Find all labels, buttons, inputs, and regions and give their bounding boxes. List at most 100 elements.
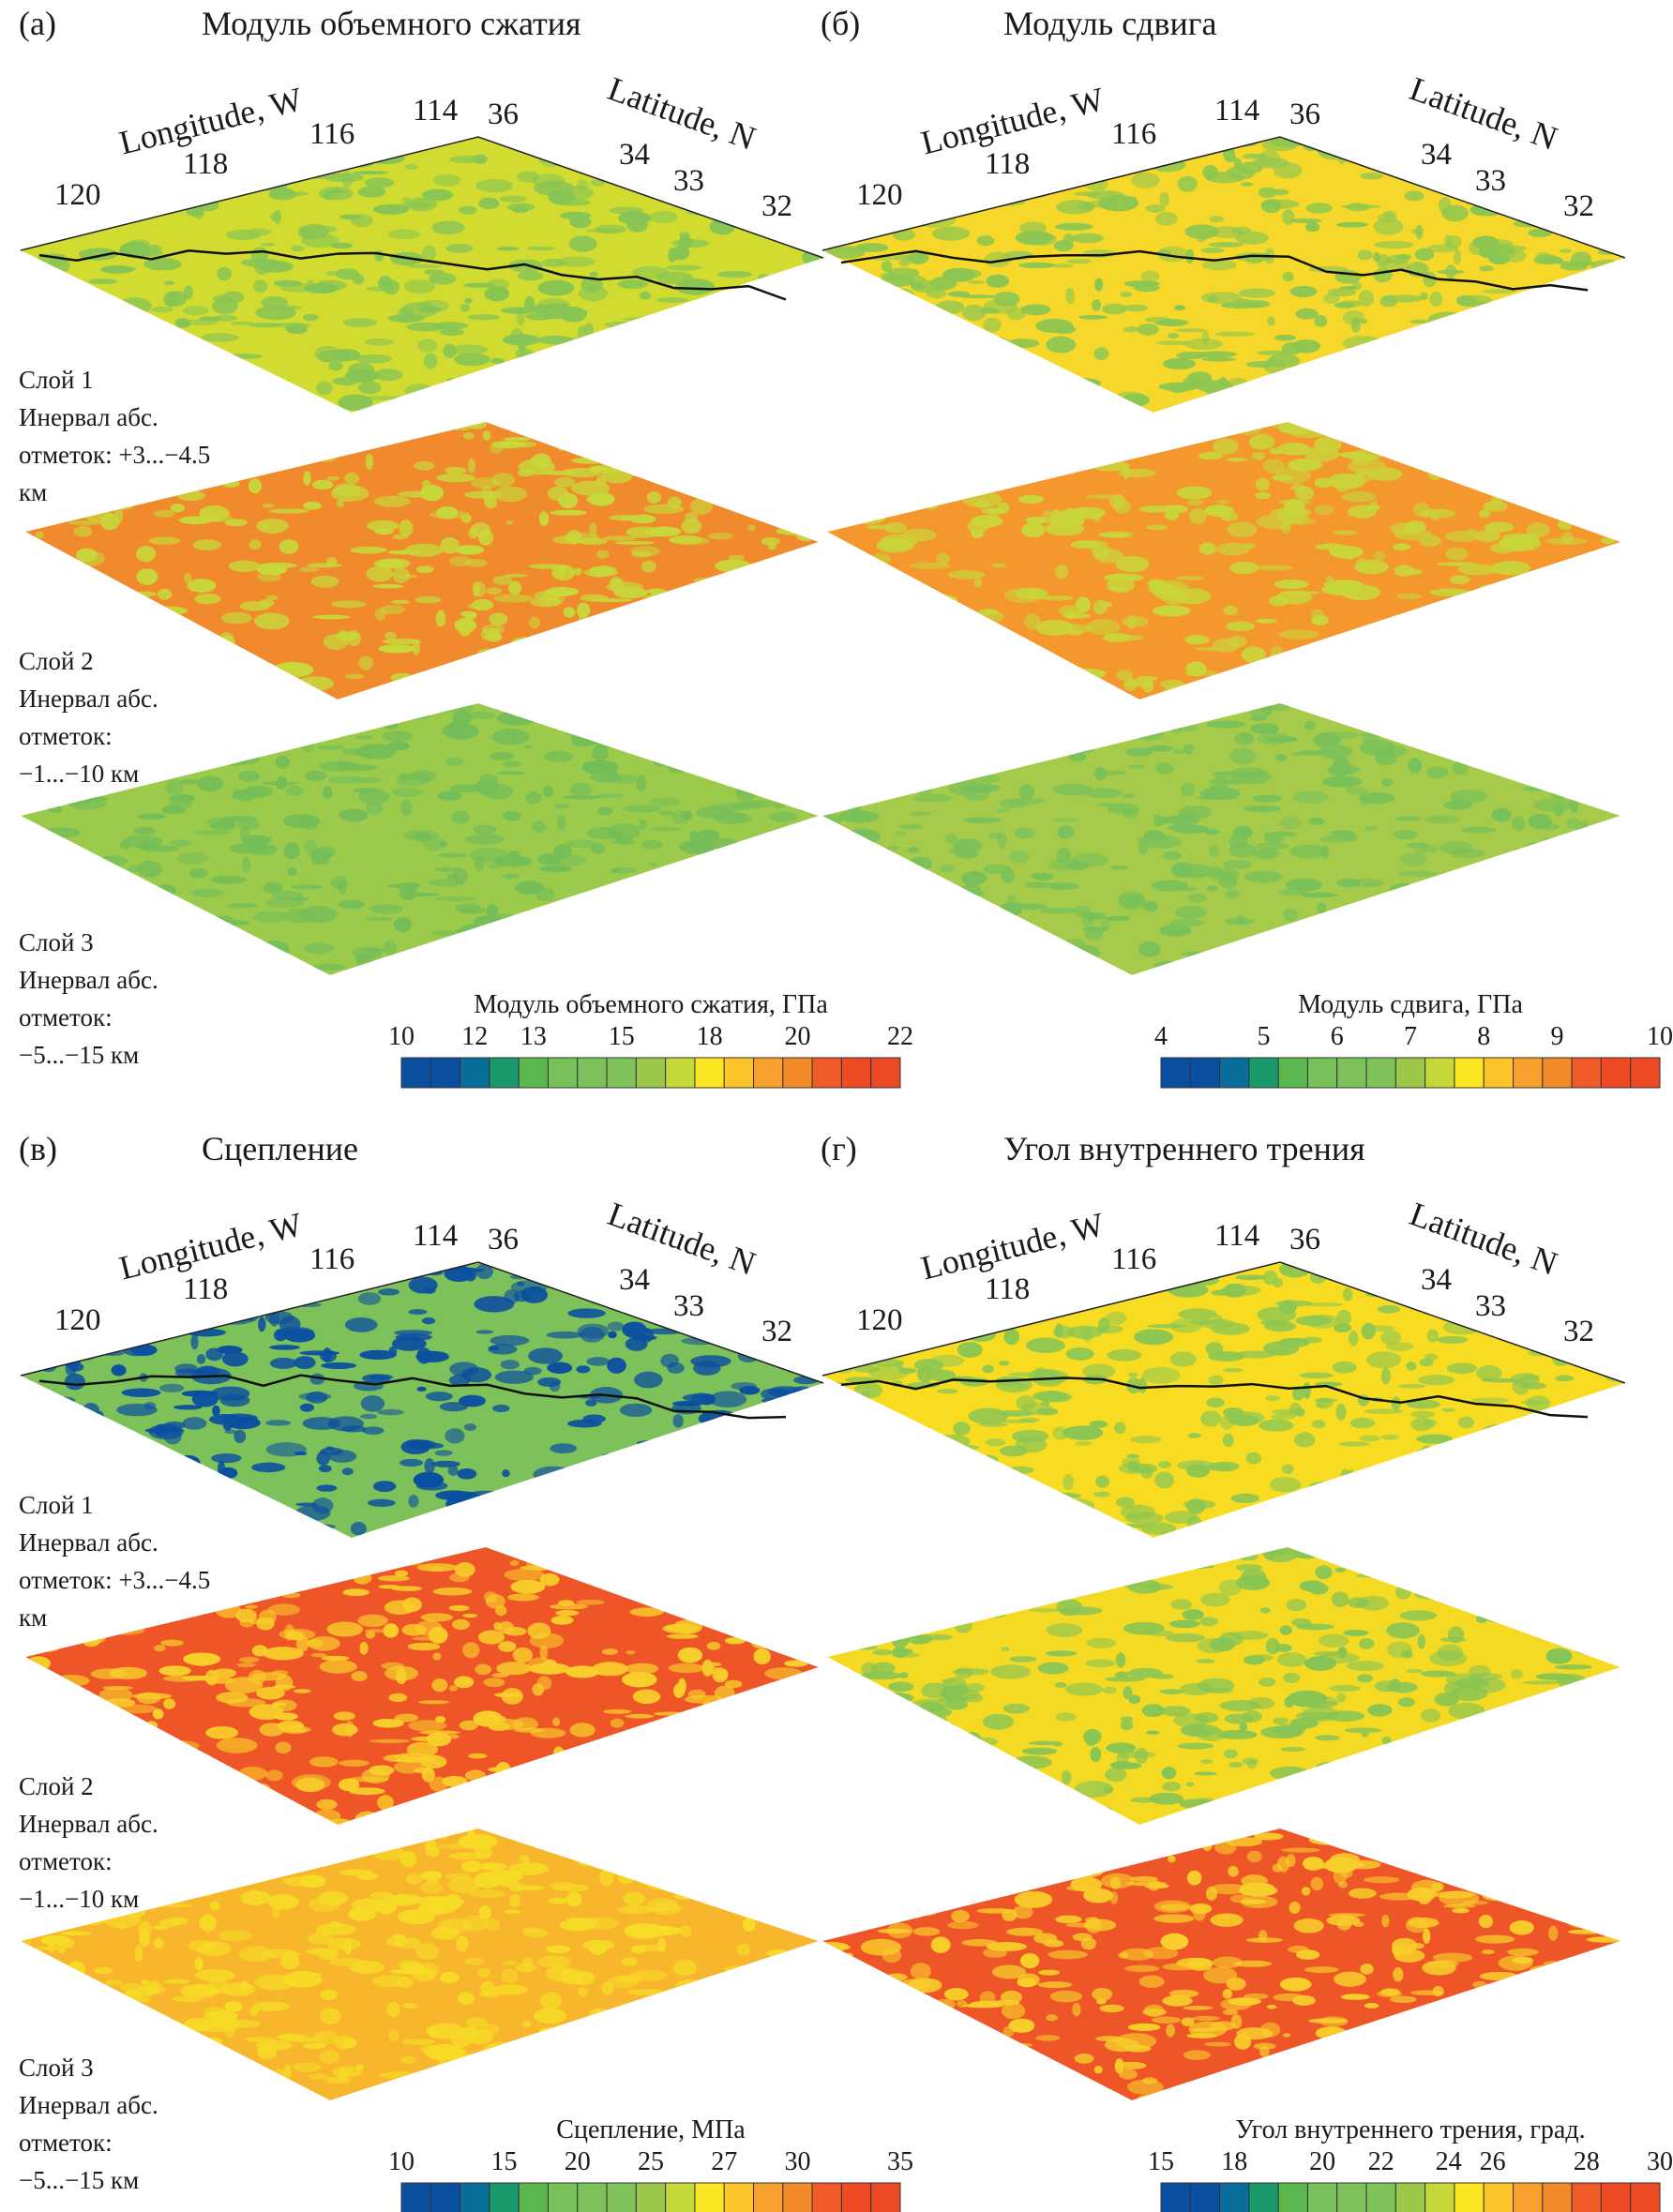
map-cell bbox=[746, 346, 779, 356]
map-cell bbox=[484, 286, 510, 302]
map-cell bbox=[128, 915, 159, 927]
map-cell bbox=[478, 397, 497, 401]
map-cell bbox=[509, 1893, 520, 1908]
map-cell bbox=[450, 2079, 482, 2086]
map-cell bbox=[1334, 355, 1362, 361]
map-cell bbox=[621, 1957, 638, 1966]
map-cell bbox=[760, 765, 795, 771]
map-cell bbox=[143, 1402, 157, 1410]
map-cell bbox=[459, 907, 486, 914]
map-cell bbox=[1435, 373, 1467, 385]
map-cell bbox=[1248, 435, 1273, 450]
map-cell bbox=[889, 319, 905, 335]
map-cell bbox=[1588, 1738, 1620, 1743]
map-cell bbox=[1245, 392, 1283, 398]
map-cell bbox=[921, 1730, 958, 1742]
map-cell bbox=[751, 725, 760, 735]
map-cell bbox=[1138, 505, 1172, 513]
map-cell bbox=[699, 647, 741, 664]
map-cell bbox=[1607, 1307, 1625, 1322]
map-cell bbox=[954, 1612, 966, 1622]
map-cell bbox=[822, 229, 838, 237]
map-cell bbox=[1122, 792, 1136, 799]
map-cell bbox=[1064, 610, 1078, 620]
map-cell bbox=[1512, 1567, 1536, 1574]
map-cell bbox=[1033, 1933, 1058, 1944]
map-cell bbox=[1063, 1474, 1074, 1491]
map-cell bbox=[876, 1759, 917, 1770]
map-cell bbox=[256, 564, 288, 576]
map-cell bbox=[415, 1943, 440, 1961]
map-cell bbox=[128, 1298, 159, 1303]
map-cell bbox=[160, 1639, 184, 1647]
map-cell bbox=[977, 1511, 989, 1517]
map-cell bbox=[1408, 758, 1423, 774]
map-cell bbox=[691, 1491, 731, 1504]
map-cell bbox=[1028, 1810, 1054, 1822]
map-cell bbox=[1335, 221, 1368, 228]
map-cell bbox=[912, 2016, 922, 2022]
map-cell bbox=[129, 623, 148, 627]
map-cell bbox=[1484, 1551, 1515, 1567]
map-cell bbox=[1032, 2096, 1057, 2100]
map-cell bbox=[1575, 1562, 1611, 1575]
map-cell bbox=[1002, 2025, 1015, 2038]
map-cell bbox=[1015, 1309, 1029, 1321]
map-cell bbox=[748, 2068, 768, 2074]
map-cell bbox=[159, 1383, 185, 1393]
map-cell bbox=[868, 740, 899, 747]
map-cell bbox=[529, 616, 541, 629]
map-cell bbox=[699, 917, 734, 924]
map-cell bbox=[1379, 2086, 1396, 2097]
map-cell bbox=[180, 319, 219, 325]
map-cell bbox=[485, 1594, 505, 1609]
map-cell bbox=[653, 1711, 688, 1716]
map-cell bbox=[1587, 877, 1608, 885]
map-cell bbox=[947, 779, 977, 796]
map-cell bbox=[300, 233, 340, 248]
map-cell bbox=[1107, 1348, 1142, 1362]
map-cell bbox=[1435, 930, 1466, 936]
map-cell bbox=[98, 855, 128, 867]
map-cell bbox=[28, 803, 47, 808]
map-cell bbox=[962, 1732, 982, 1746]
map-cell bbox=[791, 400, 803, 413]
map-cell bbox=[30, 568, 41, 578]
map-cell bbox=[539, 2036, 565, 2042]
map-cell bbox=[303, 942, 334, 955]
map-cell bbox=[791, 1624, 800, 1632]
map-cell bbox=[853, 1854, 873, 1864]
map-cell bbox=[1426, 932, 1458, 947]
map-cell bbox=[713, 1578, 734, 1588]
map-cell bbox=[1067, 668, 1107, 680]
map-cell bbox=[650, 826, 682, 832]
map-cell bbox=[1285, 2075, 1314, 2091]
map-cell bbox=[458, 1523, 485, 1538]
map-cell bbox=[1211, 226, 1243, 239]
map-cell bbox=[310, 1652, 327, 1658]
map-cell bbox=[554, 1609, 580, 1617]
map-cell bbox=[811, 1349, 823, 1362]
map-cell bbox=[343, 1829, 360, 1840]
map-cell bbox=[1315, 1761, 1349, 1773]
map-cell bbox=[321, 1655, 350, 1662]
map-cell bbox=[1202, 1840, 1213, 1852]
map-cell bbox=[945, 1499, 977, 1507]
map-cell bbox=[163, 1421, 186, 1430]
map-cell bbox=[868, 450, 884, 462]
map-cell bbox=[514, 441, 537, 448]
map-cell bbox=[760, 448, 778, 454]
map-cell bbox=[480, 1980, 496, 1995]
map-cell bbox=[565, 1665, 600, 1678]
map-cell bbox=[830, 431, 858, 444]
map-cell bbox=[1069, 1285, 1084, 1295]
map-cell bbox=[1265, 1395, 1280, 1402]
map-cell bbox=[1394, 962, 1435, 970]
map-cell bbox=[1141, 1366, 1181, 1384]
map-cell bbox=[578, 612, 588, 627]
map-cell bbox=[1161, 1767, 1177, 1780]
map-cell bbox=[1296, 396, 1334, 402]
map-cell bbox=[1084, 1272, 1108, 1282]
map-cell bbox=[1223, 514, 1231, 521]
map-cell bbox=[871, 1595, 890, 1606]
